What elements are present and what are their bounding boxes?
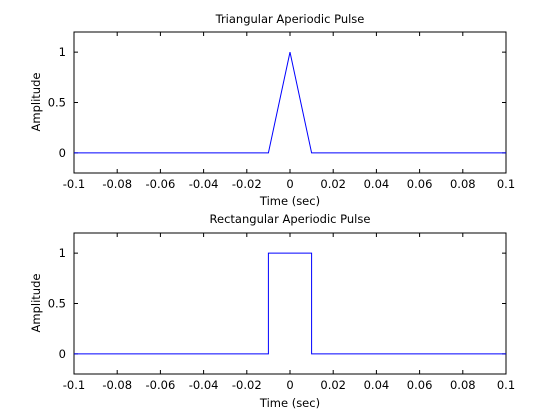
x-tick-label: 0.08 bbox=[450, 177, 476, 191]
x-tick-label: 0.08 bbox=[450, 378, 476, 392]
y-tick-label: 0 bbox=[59, 146, 66, 160]
chart-title: Triangular Aperiodic Pulse bbox=[215, 12, 365, 26]
x-tick-label: 0.06 bbox=[407, 177, 433, 191]
plot-area bbox=[73, 232, 507, 375]
x-ticks: -0.1 -0.08 -0.06 -0.04 -0.02 0 0.02 0.04 0.06 0.0… bbox=[63, 233, 515, 392]
y-tick-label: 0 bbox=[59, 347, 66, 361]
x-tick-label: -0.08 bbox=[102, 177, 132, 191]
x-tick-label: 0 bbox=[286, 177, 293, 191]
subplot-triangular: Triangular Aperiodic Pulse -0.1 -0.08 -0.0… bbox=[29, 12, 515, 208]
x-tick-label: 0.1 bbox=[497, 177, 515, 191]
y-tick-label: 0.5 bbox=[48, 297, 66, 311]
series-layer bbox=[74, 52, 506, 154]
x-tick-label: 0.02 bbox=[320, 378, 346, 392]
x-tick-label: 0.1 bbox=[497, 378, 515, 392]
x-tick-label: -0.04 bbox=[189, 378, 219, 392]
chart-title: Rectangular Aperiodic Pulse bbox=[210, 212, 371, 226]
subplot-rectangular: Rectangular Aperiodic Pulse -0.1 -0.08 -0.… bbox=[29, 212, 515, 410]
x-tick-label: 0.02 bbox=[320, 177, 346, 191]
x-tick-label: -0.08 bbox=[102, 378, 132, 392]
x-tick-label: 0 bbox=[286, 378, 293, 392]
x-tick-label: -0.1 bbox=[63, 177, 85, 191]
x-tick-label: -0.06 bbox=[146, 378, 176, 392]
x-tick-label: 0.04 bbox=[364, 177, 390, 191]
x-tick-label: -0.02 bbox=[232, 177, 262, 191]
y-tick-label: 1 bbox=[59, 45, 66, 59]
series-line bbox=[74, 52, 506, 154]
x-tick-label: -0.1 bbox=[63, 378, 85, 392]
y-tick-label: 0.5 bbox=[48, 96, 66, 110]
y-ticks: 00.51 bbox=[48, 246, 506, 361]
plot-area bbox=[73, 31, 507, 174]
y-axis-label: Amplitude bbox=[29, 73, 43, 132]
y-axis-label: Amplitude bbox=[29, 274, 43, 333]
x-tick-label: -0.04 bbox=[189, 177, 219, 191]
x-tick-label: -0.02 bbox=[232, 378, 262, 392]
x-ticks: -0.1 -0.08 -0.06 -0.04 -0.02 0 0.02 0.04 0.06 0.0… bbox=[63, 32, 515, 191]
series-layer bbox=[74, 252, 506, 355]
x-axis-label: Time (sec) bbox=[259, 194, 320, 208]
x-tick-label: -0.06 bbox=[146, 177, 176, 191]
y-tick-label: 1 bbox=[59, 246, 66, 260]
x-axis-label: Time (sec) bbox=[259, 396, 320, 410]
x-tick-label: 0.06 bbox=[407, 378, 433, 392]
series-line bbox=[74, 252, 506, 355]
x-tick-label: 0.04 bbox=[364, 378, 390, 392]
